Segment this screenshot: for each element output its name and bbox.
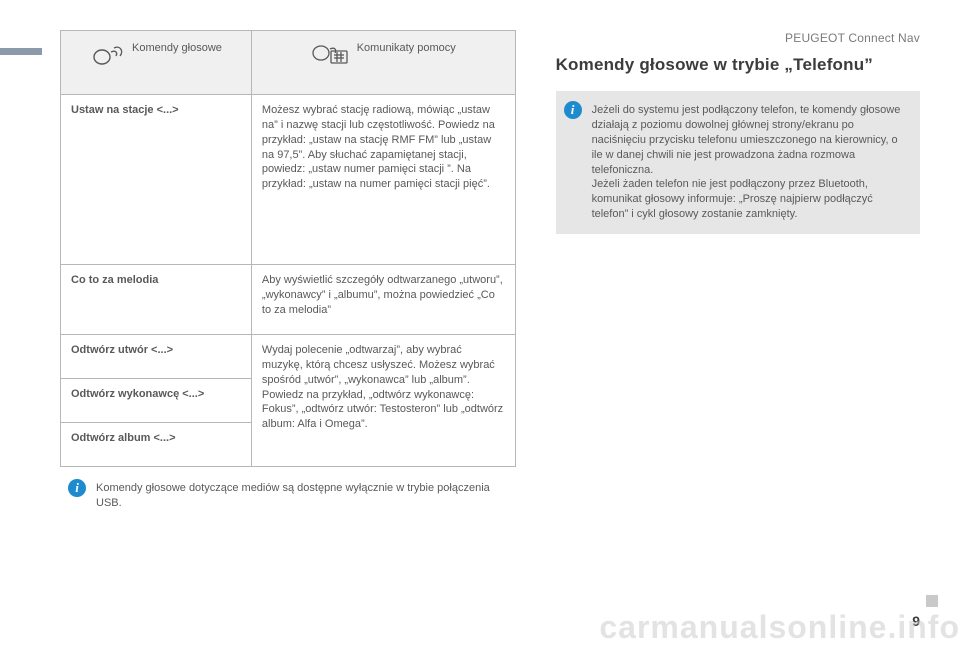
th-help: Komunikaty pomocy	[251, 31, 515, 95]
phone-info-box: i Jeżeli do systemu jest podłączony tele…	[556, 91, 920, 234]
help-cell: Możesz wybrać stację radiową, mówiąc „us…	[251, 95, 515, 265]
right-column: PEUGEOT Connect Nav Komendy głosowe w tr…	[556, 30, 920, 629]
help-cell: Aby wyświetlić szczegóły odtwarzanego „u…	[251, 265, 515, 335]
usb-note: i Komendy głosowe dotyczące mediów są do…	[60, 475, 516, 517]
th-help-label: Komunikaty pomocy	[357, 39, 456, 56]
side-tab-marker	[926, 595, 938, 607]
table-header-row: Komendy głosowe	[61, 31, 516, 95]
command-cell: Ustaw na stacje <...>	[61, 95, 252, 265]
command-cell: Co to za melodia	[61, 265, 252, 335]
table-row: Odtwórz utwór <...>Wydaj polecenie „odtw…	[61, 335, 516, 379]
voice-commands-table: Komendy głosowe	[60, 30, 516, 467]
left-column: Komendy głosowe	[60, 30, 516, 629]
command-cell: Odtwórz album <...>	[61, 423, 252, 467]
command-cell: Odtwórz utwór <...>	[61, 335, 252, 379]
usb-note-text: Komendy głosowe dotyczące mediów są dost…	[96, 482, 490, 509]
help-icon	[311, 39, 349, 69]
info-icon: i	[564, 101, 582, 119]
page-number: 9	[912, 612, 920, 631]
table-row: Co to za melodiaAby wyświetlić szczegóły…	[61, 265, 516, 335]
page-container: Komendy głosowe	[60, 30, 920, 629]
command-cell: Odtwórz wykonawcę <...>	[61, 379, 252, 423]
voice-icon	[90, 39, 124, 67]
help-cell: Wydaj polecenie „odtwarzaj”, aby wybrać …	[251, 335, 515, 467]
th-commands: Komendy głosowe	[61, 31, 252, 95]
left-edge-bar	[0, 48, 42, 55]
phone-info-text: Jeżeli do systemu jest podłączony telefo…	[592, 104, 901, 220]
table-row: Ustaw na stacje <...>Możesz wybrać stacj…	[61, 95, 516, 265]
section-title: Komendy głosowe w trybie „Telefonu”	[556, 54, 920, 77]
brand-label: PEUGEOT Connect Nav	[556, 30, 920, 46]
info-icon: i	[68, 479, 86, 497]
th-commands-label: Komendy głosowe	[132, 39, 222, 56]
